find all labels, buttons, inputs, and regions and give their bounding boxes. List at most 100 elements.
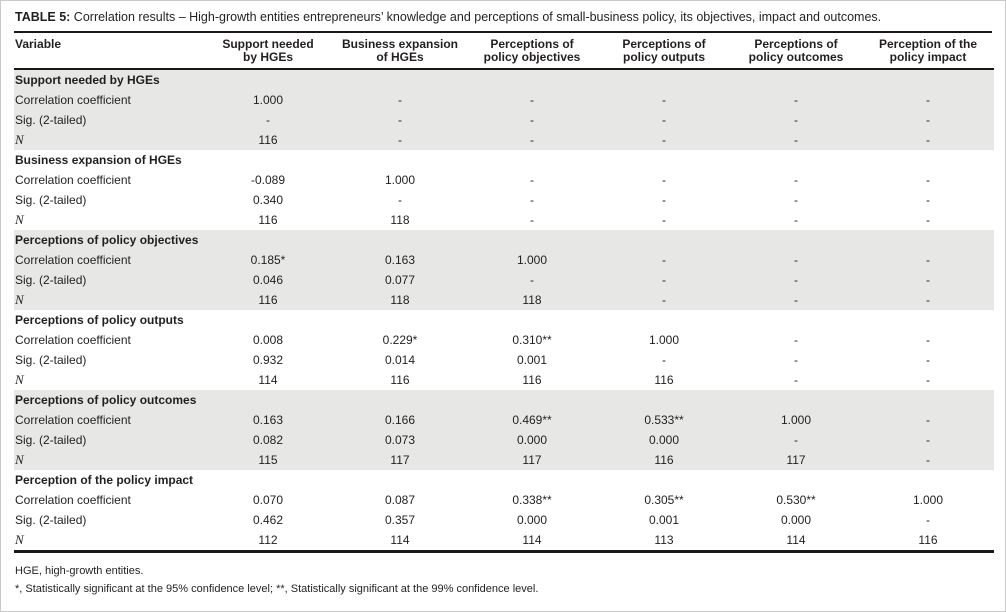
column-header-policy-impact: Perception of the policy impact (862, 33, 994, 70)
value-cell: 114 (258, 373, 278, 387)
value-cell: 116 (390, 373, 410, 387)
value-cell: 0.163 (202, 410, 334, 430)
value-cell: - (730, 290, 862, 310)
value-cell: 116 (202, 130, 334, 150)
value-cell: 1.000 (730, 410, 862, 430)
value-cell: - (334, 110, 466, 130)
table-row: N 114 116 116 116 - - (14, 370, 994, 390)
value-cell: - (466, 90, 598, 110)
value-cell: - (926, 333, 930, 347)
table-row: N 112 114 114 113 114 116 (14, 530, 994, 552)
value-cell: - (862, 250, 994, 270)
column-header-support-needed: Support needed by HGEs (202, 33, 334, 70)
header-row: Variable Support needed by HGEs Business … (14, 33, 994, 70)
value-cell: - (794, 213, 798, 227)
row-label-cell: N (15, 532, 24, 547)
row-label-cell: Correlation coefficient (14, 90, 202, 110)
row-label-cell: Correlation coefficient (14, 250, 202, 270)
footnote-hge: HGE, high-growth entities. (15, 565, 144, 577)
value-cell: - (598, 110, 730, 130)
value-cell: 0.533** (598, 410, 730, 430)
column-header-policy-objectives: Perceptions of policy objectives (466, 33, 598, 70)
value-cell: - (530, 173, 534, 187)
value-cell: - (862, 430, 994, 450)
value-cell: 0.046 (202, 270, 334, 290)
value-cell: 0.001 (648, 513, 680, 527)
value-cell: - (466, 130, 598, 150)
value-cell: 1.000 (384, 173, 416, 187)
footnotes: HGE, high-growth entities. *, Statistica… (14, 563, 992, 598)
table-row: N 116- - - - - (14, 130, 994, 150)
value-cell: 116 (522, 373, 542, 387)
value-cell: 1.000 (912, 493, 944, 507)
value-cell: - (926, 353, 930, 367)
value-cell: - (202, 110, 334, 130)
value-cell: - (862, 130, 994, 150)
column-header-variable: Variable (14, 33, 202, 70)
section-header-row: Perceptions of policy outcomes (14, 390, 994, 410)
value-cell: - (598, 290, 730, 310)
table-row: Correlation coefficient -0.089 1.000 - - - - (14, 170, 994, 190)
row-label-cell: N (15, 212, 24, 227)
value-cell: - (334, 130, 466, 150)
value-cell: - (334, 90, 466, 110)
footnote-significance: *, Statistically significant at the 95% … (15, 582, 539, 595)
value-cell: 0.077 (334, 270, 466, 290)
value-cell: - (598, 90, 730, 110)
row-label-cell: Sig. (2-tailed) (15, 513, 87, 527)
table-row: Correlation coefficient 0.185* 0.163 1.000-… (14, 250, 994, 270)
value-cell: - (862, 110, 994, 130)
value-cell: 1.000 (202, 90, 334, 110)
value-cell: 0.001 (516, 353, 548, 367)
table-number: TABLE 5: (15, 10, 71, 24)
row-label-cell: Sig. (2-tailed) (14, 110, 202, 130)
section-header-row: Perception of the policy impact (14, 470, 994, 490)
table-caption: Correlation results – High-growth entiti… (70, 10, 882, 24)
value-cell: - (926, 513, 930, 527)
value-cell: 0.087 (384, 493, 416, 507)
value-cell: 0.932 (252, 353, 284, 367)
column-header-policy-outputs: Perceptions of policy outputs (598, 33, 730, 70)
value-cell: 116 (258, 213, 278, 227)
value-cell: - (862, 290, 994, 310)
value-cell: 0.000 (598, 430, 730, 450)
value-cell: - (598, 130, 730, 150)
section-title-cell: Perception of the policy impact (15, 473, 194, 487)
section-title-cell: Support needed by HGEs (14, 69, 994, 90)
value-cell: 0.070 (252, 493, 284, 507)
value-cell: - (598, 250, 730, 270)
value-cell: 116 (654, 373, 674, 387)
value-cell: - (466, 110, 598, 130)
value-cell: - (862, 270, 994, 290)
value-cell: - (794, 193, 798, 207)
table-header: Variable Support needed by HGEs Business … (14, 33, 994, 70)
value-cell: 0.000 (516, 513, 548, 527)
table-row: Sig. (2-tailed) 0.462 0.357 0.000 0.001 0.000… (14, 510, 994, 530)
value-cell: 118 (390, 213, 410, 227)
value-cell: 115 (202, 450, 334, 470)
table-row: Correlation coefficient 0.008 0.229* 0.310*… (14, 330, 994, 350)
table-row: Sig. (2-tailed) 0.082 0.073 0.000 0.000- - (14, 430, 994, 450)
column-header-business-expansion: Business expansion of HGEs (334, 33, 466, 70)
table-row: N 116 118 - - - - (14, 210, 994, 230)
section-header-row: Perceptions of policy objectives (14, 230, 994, 250)
value-cell: 117 (334, 450, 466, 470)
value-cell: 116 (202, 290, 334, 310)
table-row: Correlation coefficient 0.163 0.166 0.469**… (14, 410, 994, 430)
section-title-cell: Business expansion of HGEs (15, 153, 182, 167)
value-cell: 118 (466, 290, 598, 310)
row-label-cell: Sig. (2-tailed) (15, 353, 87, 367)
table-row: N 116 118 118- - - (14, 290, 994, 310)
value-cell: 0.163 (334, 250, 466, 270)
value-cell: 0.530** (776, 493, 816, 507)
value-cell: - (466, 270, 598, 290)
row-label-cell: N (14, 290, 202, 310)
value-cell: - (730, 110, 862, 130)
value-cell: 112 (258, 533, 278, 547)
row-label-cell: Sig. (2-tailed) (14, 430, 202, 450)
value-cell: - (926, 193, 930, 207)
value-cell: 0.166 (334, 410, 466, 430)
table-body: Support needed by HGEs Correlation coeffi… (14, 69, 994, 552)
value-cell: 0.014 (384, 353, 416, 367)
value-cell: 0.185* (202, 250, 334, 270)
